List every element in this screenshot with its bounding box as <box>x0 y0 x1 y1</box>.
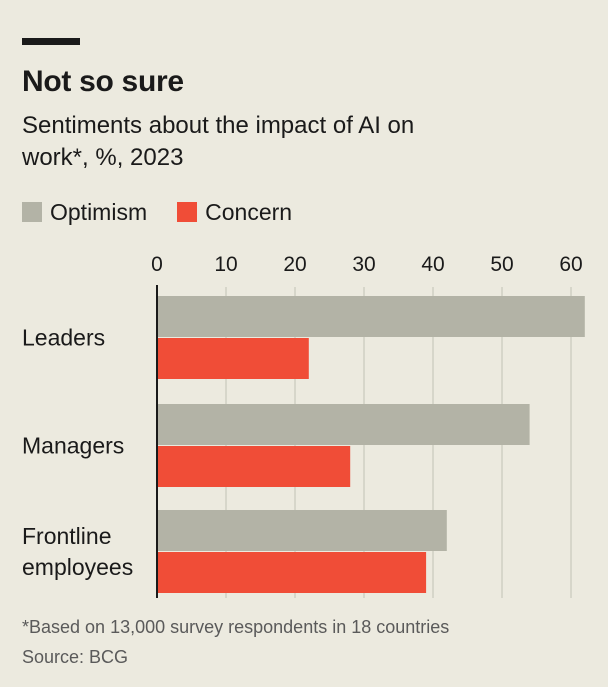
chart-subtitle: Sentiments about the impact of AI on wor… <box>22 112 415 171</box>
x-tick-label-60: 60 <box>559 253 582 276</box>
x-tick-label-30: 30 <box>352 253 375 276</box>
legend-item-concern: Concern <box>177 197 292 227</box>
bar-concern-leaders <box>157 338 309 379</box>
source-note: Source: BCG <box>22 647 129 667</box>
legend-label-optimism: Optimism <box>50 199 148 225</box>
bar-optimism-managers <box>157 404 530 445</box>
x-tick-label-0: 0 <box>151 253 163 276</box>
bar-optimism-leaders <box>157 296 585 337</box>
category-label-managers: Managers <box>22 433 124 459</box>
legend-item-optimism: Optimism <box>22 197 147 227</box>
chart-legend: Optimism Concern <box>22 197 322 227</box>
category-label-line: Managers <box>22 433 124 459</box>
category-label-leaders: Leaders <box>22 325 105 351</box>
x-tick-label-50: 50 <box>490 253 513 276</box>
header-accent-bar <box>22 38 80 45</box>
x-tick-label-20: 20 <box>283 253 306 276</box>
category-label-line: employees <box>22 554 133 580</box>
footnote: *Based on 13,000 survey respondents in 1… <box>22 617 450 637</box>
x-tick-label-40: 40 <box>421 253 444 276</box>
bar-optimism-frontline-employees <box>157 510 447 551</box>
category-label-line: Leaders <box>22 325 105 351</box>
bar-concern-managers <box>157 446 351 487</box>
bar-chart: 0 10 20 30 40 50 60 Leaders Managers Frontline emp… <box>22 253 585 598</box>
chart-title: Not so sure <box>22 65 184 98</box>
legend-swatch-optimism <box>22 202 42 222</box>
x-tick-label-10: 10 <box>214 253 237 276</box>
category-label-line: Frontline <box>22 523 111 549</box>
legend-swatch-concern <box>177 202 198 222</box>
bar-concern-frontline-employees <box>157 552 427 593</box>
category-label-frontline-employees: Frontline employees <box>22 523 133 580</box>
legend-label-concern: Concern <box>205 199 293 225</box>
